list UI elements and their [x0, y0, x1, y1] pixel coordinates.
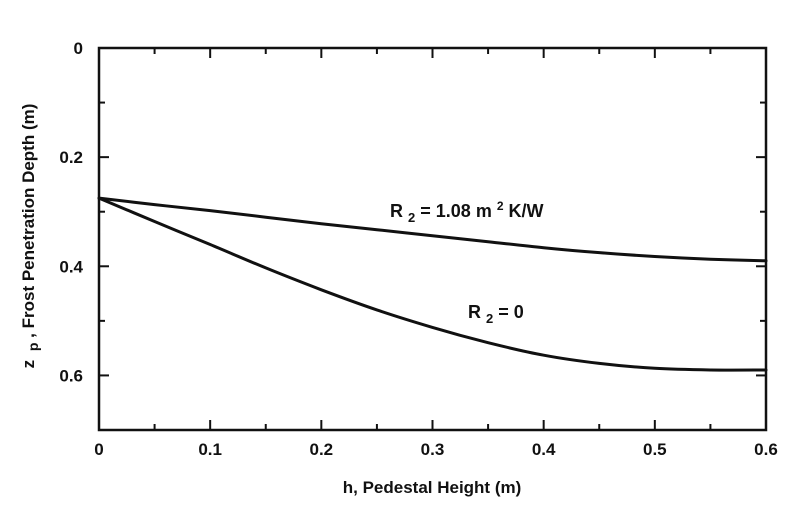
x-tick-label: 0.2	[310, 440, 334, 459]
series-line-0	[97, 196, 768, 263]
y-axis-title: z p , Frost Penetration Depth (m)	[19, 104, 42, 369]
series-label-var: R	[390, 201, 403, 221]
y-tick-label: 0.4	[59, 257, 83, 276]
y-tick-label: 0.6	[59, 366, 83, 385]
axis-ticks	[98, 47, 767, 431]
y-tick-label: 0.2	[59, 148, 83, 167]
series-label-mid: = 0	[498, 302, 524, 322]
series-label-mid: = 1.08 m	[420, 201, 492, 221]
series-label-sup: 2	[497, 199, 504, 213]
series-label-sub: 2	[408, 210, 415, 225]
series-label-var: R	[468, 302, 481, 322]
x-tick-label: 0.1	[198, 440, 222, 459]
series-label-sub: 2	[486, 311, 493, 326]
x-tick-label: 0.3	[421, 440, 445, 459]
x-tick-label: 0.4	[532, 440, 556, 459]
series-label-r2-0: R 2 = 0	[468, 302, 524, 327]
series-line-1	[97, 196, 768, 372]
y-axis-title-rest: , Frost Penetration Depth (m)	[19, 104, 38, 338]
x-tick-label: 0	[94, 440, 103, 459]
y-axis-title-var: z	[19, 360, 38, 369]
tick-labels: 0 0.1 0.2 0.3 0.4 0.5 0.6 0 0.2 0.4 0.6	[59, 39, 777, 459]
series-label-r2-1-08: R 2 = 1.08 m 2 K/W	[390, 194, 544, 226]
series-label-end: K/W	[509, 201, 544, 221]
x-tick-label: 0.6	[754, 440, 778, 459]
series-lines	[97, 196, 768, 372]
y-axis-title-sub: p	[25, 343, 41, 352]
y-tick-label: 0	[74, 39, 83, 58]
x-tick-label: 0.5	[643, 440, 667, 459]
x-axis-title: h, Pedestal Height (m)	[343, 478, 522, 497]
